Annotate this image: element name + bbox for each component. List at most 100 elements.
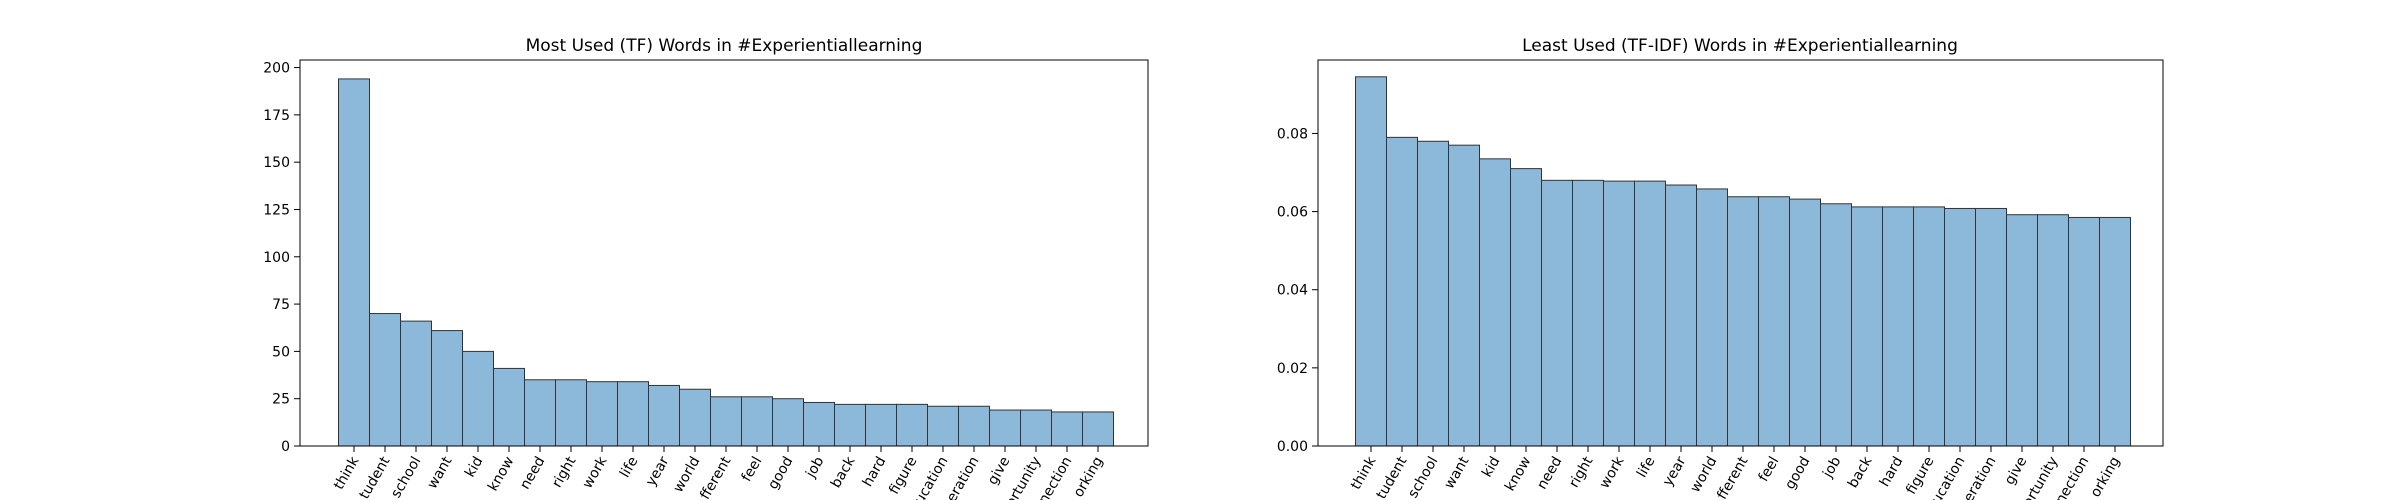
tf-y-tick-label: 150 <box>263 155 290 171</box>
tf-bar <box>555 379 587 447</box>
tf-x-tick-label: back <box>828 453 859 491</box>
tfidf-bar <box>1944 207 1976 447</box>
tfidf-bar <box>1417 140 1449 447</box>
tfidf-x-tick-label: right <box>1566 454 1597 491</box>
tfidf-x-tick-label: back <box>1845 453 1876 491</box>
tf-x-tick-label: hard <box>860 454 890 490</box>
tf-x-tick-label: job <box>802 454 827 481</box>
tfidf-bar <box>1851 206 1883 447</box>
tfidf-bar <box>1696 188 1728 447</box>
tf-bar <box>803 401 835 447</box>
tf-bar <box>741 396 773 447</box>
tf-y-axis: 0 25 50 75 100 125 150 175 200 <box>263 61 300 455</box>
tf-x-tick-label: life <box>617 454 642 480</box>
tfidf-y-tick-label: 0.08 <box>1277 126 1308 142</box>
tf-x-tick-label: work <box>580 453 611 491</box>
tf-bar <box>927 405 959 447</box>
tfidf-bar <box>2099 216 2131 447</box>
tfidf-bar <box>1355 76 1387 447</box>
tf-bar <box>617 381 649 447</box>
tf-bar <box>772 398 804 447</box>
tfidf-x-tick-label: think <box>1348 453 1380 492</box>
tf-y-tick-label: 100 <box>263 250 290 266</box>
tfidf-bar <box>1913 206 1945 447</box>
tfidf-bar <box>1882 206 1914 447</box>
tf-x-tick-label: year <box>643 454 673 489</box>
tf-y-tick-label: 50 <box>272 344 290 360</box>
tfidf-y-tick-label: 0.06 <box>1277 205 1308 221</box>
tf-x-tick-label: world <box>670 454 703 495</box>
tf-x-tick-label: need <box>517 454 548 492</box>
tfidf-plot-frame <box>1317 59 2164 447</box>
tf-x-tick-label: know <box>485 454 517 494</box>
tf-bar <box>369 313 401 447</box>
tfidf-x-tick-label: need <box>1534 454 1565 492</box>
tfidf-bar <box>1727 196 1759 447</box>
tfidf-bar <box>2037 214 2069 447</box>
tfidf-bar <box>1448 144 1480 447</box>
tfidf-x-tick-label: hard <box>1877 454 1907 490</box>
tfidf-bar <box>1634 180 1666 447</box>
tfidf-bar <box>1603 180 1635 447</box>
tfidf-x-tick-label: fferent <box>1714 454 1751 500</box>
tfidf-x-tick-label: good <box>1782 454 1813 492</box>
tf-bar <box>958 405 990 447</box>
tf-bar <box>524 379 556 447</box>
tf-bar <box>679 388 711 447</box>
tf-bar <box>1051 411 1083 447</box>
tfidf-x-tick-label: year <box>1660 454 1690 489</box>
tfidf-bar <box>1386 136 1418 447</box>
tf-bar <box>1082 411 1114 447</box>
tf-y-tick-label: 200 <box>263 61 290 77</box>
tf-bar <box>586 381 618 447</box>
tf-x-tick-label: school <box>388 454 424 500</box>
tf-x-tick-label: fferent <box>697 454 734 500</box>
tf-x-tick-label: think <box>331 453 363 492</box>
tfidf-x-tick-label: world <box>1687 454 1720 495</box>
tf-bar <box>1020 409 1052 447</box>
tf-x-tick-label: feel <box>739 454 766 485</box>
tfidf-y-tick-label: 0.04 <box>1277 283 1308 299</box>
tfidf-bar <box>1820 203 1852 447</box>
tf-bar <box>431 330 463 447</box>
tfidf-bar <box>1510 168 1542 447</box>
tf-x-tick-label: good <box>765 454 796 492</box>
tf-y-tick-label: 25 <box>272 392 290 408</box>
tfidf-bar <box>2068 216 2100 447</box>
tf-y-tick-label: 175 <box>263 108 290 124</box>
tfidf-x-tick-label: feel <box>1756 454 1783 485</box>
tf-y-tick-label: 0 <box>281 439 290 455</box>
tfidf-x-tick-label: work <box>1597 453 1628 491</box>
tfidf-bars <box>1355 76 2131 447</box>
tfidf-chart: Least Used (TF-IDF) Words in #Experienti… <box>1277 36 2164 500</box>
tfidf-bar <box>1758 196 1790 447</box>
tf-bar <box>493 367 525 447</box>
tfidf-bar <box>1665 184 1697 447</box>
tfidf-bar <box>1572 179 1604 447</box>
tf-y-tick-label: 75 <box>272 297 290 313</box>
tfidf-bar <box>1975 207 2007 447</box>
tfidf-x-tick-label: want <box>1441 454 1472 492</box>
tf-bar <box>865 403 897 447</box>
tf-bar <box>462 350 494 447</box>
tfidf-bar <box>2006 214 2038 447</box>
tf-chart: Most Used (TF) Words in #Experientiallea… <box>263 36 1149 500</box>
tfidf-x-tick-label: life <box>1634 454 1659 480</box>
tf-x-tick-label: want <box>424 454 455 492</box>
tf-bar <box>896 403 928 447</box>
tf-bar <box>834 403 866 447</box>
tf-x-tick-label: orking <box>1071 454 1107 500</box>
tfidf-bar <box>1541 179 1573 447</box>
tfidf-x-tick-label: job <box>1819 454 1844 481</box>
tf-bar <box>989 409 1021 447</box>
tf-plot-frame <box>299 59 1149 447</box>
tf-x-tick-label: give <box>985 454 1014 488</box>
tfidf-x-tick-label: school <box>1405 454 1441 500</box>
tf-bar <box>400 320 432 447</box>
tfidf-y-tick-label: 0.00 <box>1277 439 1308 455</box>
tfidf-x-tick-label: know <box>1502 454 1534 494</box>
tfidf-chart-title: Least Used (TF-IDF) Words in #Experienti… <box>1522 36 1958 56</box>
